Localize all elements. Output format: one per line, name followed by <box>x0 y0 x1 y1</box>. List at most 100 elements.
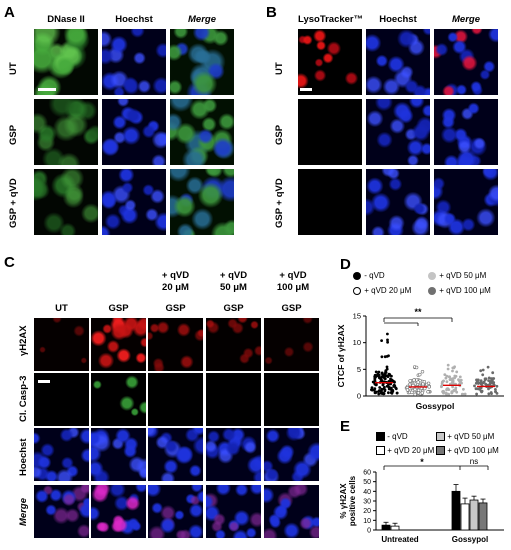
panel-d-data-point <box>413 392 417 397</box>
panel-a-image-r2c1 <box>34 99 98 165</box>
panel-a-image-r1c1 <box>34 29 98 95</box>
panel-d-data-point <box>455 370 459 374</box>
panel-d-data-point <box>380 339 383 342</box>
panel-c-qvd20-header: + qVD 20 μM <box>161 270 190 293</box>
panel-d-data-point <box>481 381 484 385</box>
panel-d-data-point <box>451 377 455 380</box>
panel-d-legend-qvd100: + qVD 100 μM <box>427 286 491 296</box>
panel-e-y-tick-label: 0 <box>367 528 371 535</box>
panel-e-y-tick-label: 30 <box>363 499 371 506</box>
panel-c-image-r4c4 <box>206 485 261 538</box>
panel-d-data-point <box>420 391 425 395</box>
panel-d-data-point <box>382 392 386 396</box>
panel-c-row-hoechst: Hoechst <box>18 438 29 476</box>
panel-e-bar <box>460 503 470 531</box>
panel-b-row-ut: UT <box>274 62 285 75</box>
panel-e-y-tick-label: 40 <box>363 489 371 496</box>
panel-e-y-tick-label: 10 <box>363 518 371 525</box>
panel-a-image-r3c2 <box>102 169 166 235</box>
panel-b-row-gsp: GSP <box>274 124 285 145</box>
panel-d-legend-qvd50-label: + qVD 50 μM <box>439 271 487 281</box>
panel-d-data-point <box>380 355 384 359</box>
panel-d-data-point <box>378 386 382 389</box>
panel-a-letter: A <box>4 4 15 21</box>
panel-b-image-r2c2 <box>366 99 430 165</box>
panel-d-data-point <box>380 387 384 391</box>
panel-e-category-label: Untreated <box>381 535 418 544</box>
panel-c-col-gsp-qvd50: GSP <box>223 303 244 314</box>
panel-d-data-point <box>489 391 493 394</box>
panel-c-col-ut: UT <box>55 303 68 314</box>
panel-a-image-r2c2 <box>102 99 166 165</box>
panel-b-letter: B <box>266 4 277 21</box>
panel-d-data-point <box>495 392 499 395</box>
panel-d-data-point <box>477 387 480 391</box>
panel-d-data-point <box>452 389 455 393</box>
panel-d-data-point <box>383 355 387 359</box>
panel-d-data-point <box>481 368 485 372</box>
panel-d-data-point <box>386 332 389 336</box>
panel-e-y-tick-label: 60 <box>363 470 371 477</box>
panel-d-data-point <box>479 369 483 373</box>
panel-d-data-point <box>416 388 421 393</box>
panel-d-data-point <box>451 385 454 389</box>
panel-e-legend-qvd20-label: + qVD 20 μM <box>387 446 435 455</box>
panel-c-qvd100-header: + qVD 100 μM <box>276 270 310 293</box>
panel-a-image-r1c2 <box>102 29 166 95</box>
panel-d-data-point <box>462 392 466 396</box>
panel-c-letter: C <box>4 254 15 271</box>
panel-d-data-point <box>475 392 478 396</box>
panel-c-image-r2c3 <box>148 373 203 426</box>
panel-a-col-merge: Merge <box>188 14 216 25</box>
panel-d-data-point <box>440 384 443 388</box>
panel-d-data-point <box>373 373 377 377</box>
panel-e-legend-qvd100: + qVD 100 μM <box>436 446 499 456</box>
panel-a-image-r3c1 <box>34 169 98 235</box>
panel-d-data-point <box>487 392 491 396</box>
panel-d-data-point <box>383 389 387 393</box>
panel-d-data-point <box>474 387 478 391</box>
panel-d-significance: ** <box>414 307 422 317</box>
panel-d-y-tick-label: 0 <box>357 392 361 401</box>
panel-e-bar <box>381 524 391 531</box>
panel-a-image-r3c3 <box>170 169 234 235</box>
panel-d-data-point <box>395 391 399 395</box>
panel-a-col-dnase: DNase II <box>47 14 85 25</box>
panel-d-y-tick-label: 10 <box>353 338 361 347</box>
panel-e-sig-star: * <box>420 458 424 467</box>
panel-b-image-r3c3 <box>434 169 498 235</box>
panel-e-bar <box>478 502 488 531</box>
panel-d-data-point <box>379 391 383 395</box>
panel-d-data-point <box>487 376 491 380</box>
panel-d-data-point <box>480 390 483 394</box>
panel-d-data-point <box>451 369 454 373</box>
panel-b-col-merge: Merge <box>452 14 480 25</box>
panel-b-scale-bar <box>300 88 312 91</box>
panel-d-legend-qvd50: + qVD 50 μM <box>427 271 486 281</box>
panel-d-data-point <box>426 381 431 386</box>
panel-d-data-point <box>443 373 447 376</box>
panel-d-data-point <box>422 379 427 384</box>
panel-d-data-point <box>377 392 381 396</box>
panel-d-legend-noqvd: - qVD <box>352 271 385 281</box>
panel-d-data-point <box>446 363 450 367</box>
panel-d-data-point <box>486 365 490 369</box>
panel-c-row-casp3: Cl. Casp-3 <box>18 375 29 422</box>
panel-d-data-point <box>389 377 392 381</box>
panel-e-y-tick-label: 20 <box>363 508 371 515</box>
panel-c-col-gsp: GSP <box>108 303 129 314</box>
panel-d-data-point <box>373 391 377 395</box>
panel-d-data-point <box>386 338 389 342</box>
panel-d-data-point <box>408 379 412 383</box>
panel-a-row-gsp: GSP <box>8 124 19 145</box>
panel-d-data-point <box>458 381 462 385</box>
panel-d-data-point <box>371 388 374 392</box>
panel-d-legend-qvd20-label: + qVD 20 μM <box>364 286 412 296</box>
panel-d-data-point <box>427 385 431 389</box>
panel-d-data-point <box>377 370 381 374</box>
panel-c-image-r3c2 <box>91 428 146 481</box>
panel-e-bar-chart: 0 10 20 30 40 50 60 % γH2AX positive cells Untrea… <box>339 458 504 544</box>
panel-c-image-r2c5 <box>264 373 319 426</box>
panel-d-data-point <box>394 387 398 391</box>
panel-c-image-r4c1 <box>34 485 89 538</box>
